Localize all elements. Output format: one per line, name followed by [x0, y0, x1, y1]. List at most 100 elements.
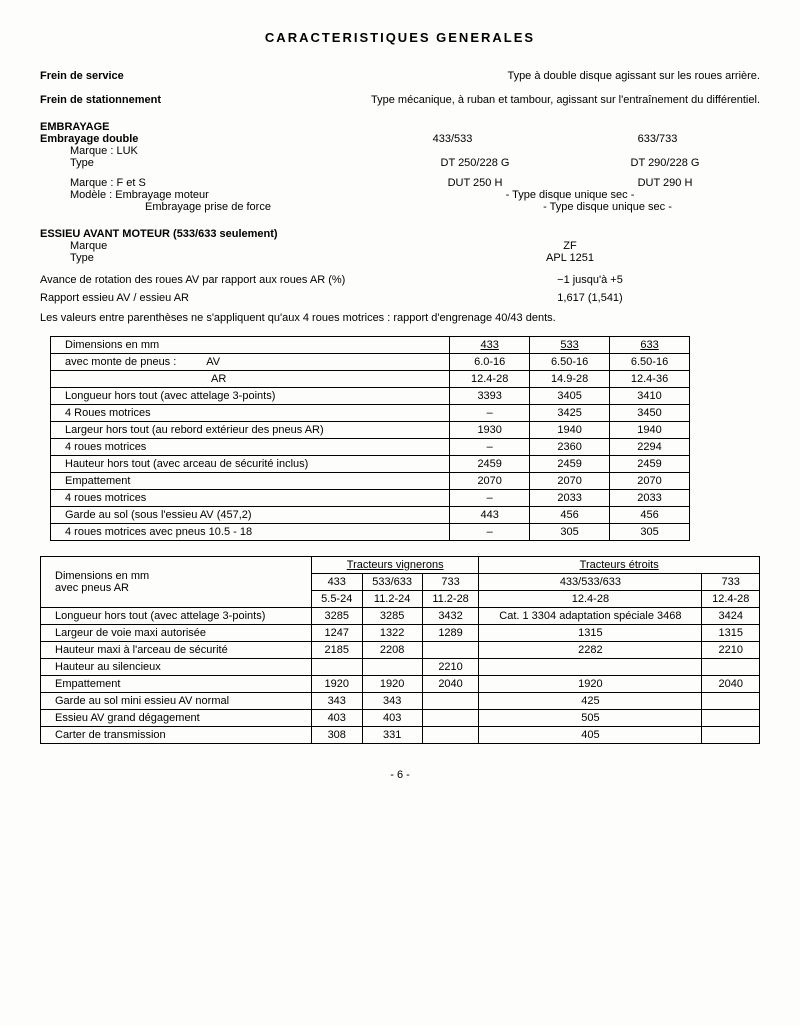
t2-cell: 1322 — [362, 625, 422, 642]
embrayage-double-label: Embrayage double — [40, 133, 350, 145]
t2-long-1: 3285 — [362, 608, 422, 625]
t2-cell: 2040 — [422, 676, 479, 693]
t1-row-label: 4 roues motrices — [51, 490, 450, 507]
t1-row-label: Empattement — [51, 473, 450, 490]
t1-row-label: Longueur hors tout (avec attelage 3-poin… — [51, 388, 450, 405]
marque-fs: Marque : F et S — [70, 177, 380, 189]
marque-val: ZF — [380, 240, 760, 252]
t2-title: Dimensions en mm — [55, 570, 149, 582]
t2-grp1: Tracteurs vignerons — [347, 559, 444, 571]
t2-h1-3: 433/533/633 — [479, 574, 702, 591]
rapport-val: 1,617 (1,541) — [420, 292, 760, 304]
t2-cell — [702, 693, 760, 710]
t2-cell: 505 — [479, 710, 702, 727]
t2-cell — [422, 693, 479, 710]
t2-cell — [362, 659, 422, 676]
t2-cell — [422, 727, 479, 744]
frein-service-label: Frein de service — [40, 70, 300, 82]
t2-row-label: Hauteur maxi à l'arceau de sécurité — [41, 642, 312, 659]
t1-cell: – — [450, 405, 530, 422]
t2-row-label: Empattement — [41, 676, 312, 693]
t1-cell: 2070 — [610, 473, 690, 490]
t2-cell: 308 — [312, 727, 363, 744]
t2-cell: 343 — [312, 693, 363, 710]
t2-cell: 405 — [479, 727, 702, 744]
t1-cell: 1930 — [450, 422, 530, 439]
rapport-label: Rapport essieu AV / essieu AR — [40, 292, 420, 304]
t1-row-label: Hauteur hors tout (avec arceau de sécuri… — [51, 456, 450, 473]
modele-moteur-val: - Type disque unique sec - — [380, 189, 760, 201]
page-number: - 6 - — [40, 769, 760, 781]
modele-pdf-val: - Type disque unique sec - — [455, 201, 760, 213]
t2-long-2: 3432 — [422, 608, 479, 625]
marque-label: Marque — [70, 240, 380, 252]
t2-h1-4: 733 — [702, 574, 760, 591]
t2-sub: avec pneus AR — [55, 582, 129, 594]
avance-label: Avance de rotation des roues AV par rapp… — [40, 274, 420, 286]
t2-cell: 425 — [479, 693, 702, 710]
t1-av-0: 6.0-16 — [450, 354, 530, 371]
t2-cell — [702, 710, 760, 727]
t1-cell: – — [450, 524, 530, 541]
t1-col-633: 633 — [640, 339, 658, 351]
t1-cell: 2459 — [530, 456, 610, 473]
t1-row-label: 4 roues motrices avec pneus 10.5 - 18 — [51, 524, 450, 541]
t1-ar-1: 14.9-28 — [530, 371, 610, 388]
t2-longueur-label: Longueur hors tout (avec attelage 3-poin… — [41, 608, 312, 625]
t1-row-label: Largeur hors tout (au rebord extérieur d… — [51, 422, 450, 439]
t2-cell: 1315 — [702, 625, 760, 642]
t1-sub: avec monte de pneus : — [65, 356, 176, 368]
t1-cell: – — [450, 439, 530, 456]
essieu-heading: ESSIEU AVANT MOTEUR (533/633 seulement) — [40, 228, 760, 240]
modele-pdf-label: Embrayage prise de force — [70, 201, 455, 213]
t1-cell: 3450 — [610, 405, 690, 422]
t1-cell: 3425 — [530, 405, 610, 422]
t2-h2-3: 12.4-28 — [479, 591, 702, 608]
t2-cell: 1920 — [312, 676, 363, 693]
t1-cell: 2070 — [450, 473, 530, 490]
t2-cell — [312, 659, 363, 676]
t2-long-3: Cat. 1 3304 adaptation spéciale 3468 — [479, 608, 702, 625]
type2-val: APL 1251 — [380, 252, 760, 264]
type-val-1: DT 250/228 G — [380, 157, 570, 169]
modele-moteur-label: Modèle : Embrayage moteur — [70, 189, 380, 201]
t1-row-label: Garde au sol (sous l'essieu AV (457,2) — [51, 507, 450, 524]
t1-row-label: 4 roues motrices — [51, 439, 450, 456]
t2-cell: 1247 — [312, 625, 363, 642]
t1-col-533: 533 — [560, 339, 578, 351]
t1-cell: 2294 — [610, 439, 690, 456]
t2-cell: 1920 — [479, 676, 702, 693]
t2-cell: 1289 — [422, 625, 479, 642]
t2-long-4: 3424 — [702, 608, 760, 625]
type-val-2: DT 290/228 G — [570, 157, 760, 169]
t2-h2-4: 12.4-28 — [702, 591, 760, 608]
t1-cell: 1940 — [610, 422, 690, 439]
t1-cell: 1940 — [530, 422, 610, 439]
t2-cell: 2208 — [362, 642, 422, 659]
t1-ar-0: 12.4-28 — [450, 371, 530, 388]
t1-cell: 305 — [530, 524, 610, 541]
t1-cell: 456 — [610, 507, 690, 524]
t2-h2-0: 5.5-24 — [312, 591, 363, 608]
t2-cell: 2185 — [312, 642, 363, 659]
t1-av-1: 6.50-16 — [530, 354, 610, 371]
t2-h1-2: 733 — [422, 574, 479, 591]
t1-cell: – — [450, 490, 530, 507]
t2-cell — [422, 710, 479, 727]
t1-cell: 305 — [610, 524, 690, 541]
t2-cell: 343 — [362, 693, 422, 710]
t2-cell: 2040 — [702, 676, 760, 693]
t2-cell: 403 — [312, 710, 363, 727]
t2-cell — [479, 659, 702, 676]
col-433-533: 433/533 — [350, 133, 555, 145]
t1-cell: 3410 — [610, 388, 690, 405]
t2-row-label: Hauteur au silencieux — [41, 659, 312, 676]
t2-row-label: Essieu AV grand dégagement — [41, 710, 312, 727]
t2-cell: 1315 — [479, 625, 702, 642]
t1-av-label: AV — [206, 356, 220, 368]
frein-service-value: Type à double disque agissant sur les ro… — [300, 70, 760, 82]
avance-val: −1 jusqu'à +5 — [420, 274, 760, 286]
t1-cell: 2459 — [610, 456, 690, 473]
page-title: CARACTERISTIQUES GENERALES — [40, 30, 760, 45]
t2-h2-2: 11.2-28 — [422, 591, 479, 608]
